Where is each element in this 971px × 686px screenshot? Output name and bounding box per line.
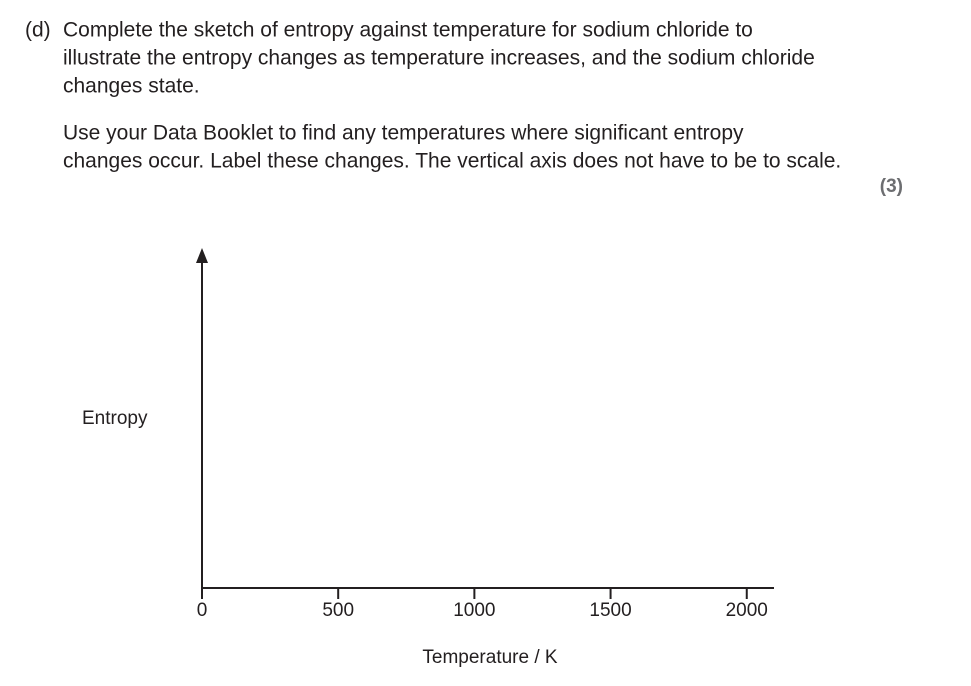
x-tick-label: 500 [322, 600, 354, 621]
y-axis-label: Entropy [82, 408, 148, 429]
x-tick-label: 0 [197, 600, 208, 621]
question-text: Complete the sketch of entropy against t… [63, 19, 753, 42]
question-text: changes state. [63, 75, 200, 98]
question-text: illustrate the entropy changes as temper… [63, 47, 815, 70]
x-tick-label: 1000 [453, 600, 495, 621]
marks: (3) [880, 176, 903, 197]
x-tick-label: 1500 [589, 600, 631, 621]
x-axis-label: Temperature / K [422, 647, 557, 668]
question-label: (d) [25, 19, 51, 42]
question-text: changes occur. Label these changes. The … [63, 150, 841, 173]
question-text: Use your Data Booklet to find any temper… [63, 122, 744, 145]
x-tick-label: 2000 [726, 600, 768, 621]
y-axis-arrow [196, 248, 208, 263]
